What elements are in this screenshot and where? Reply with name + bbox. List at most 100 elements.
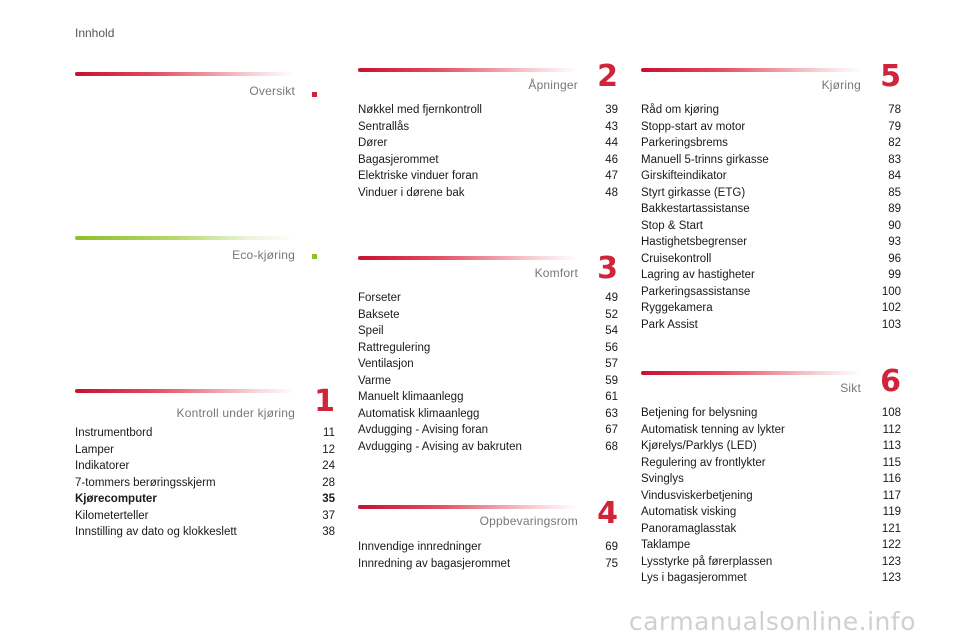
toc-page: 102 xyxy=(881,302,901,314)
toc-label: Cruisekontroll xyxy=(641,252,712,265)
section-title: Komfort xyxy=(534,266,578,280)
section-title: Oversikt xyxy=(249,84,295,98)
toc-entry[interactable]: Kjørelys/Parklys (LED) 113 xyxy=(641,438,901,455)
toc-entry[interactable]: Bagasjerommet 46 xyxy=(358,152,618,169)
toc-entry[interactable]: Lys i bagasjerommet 123 xyxy=(641,570,901,587)
toc-entry[interactable]: Elektriske vinduer foran 47 xyxy=(358,168,618,185)
toc-entry[interactable]: Regulering av frontlykter 115 xyxy=(641,455,901,472)
toc-page: 116 xyxy=(882,473,901,485)
toc-label: Ventilasjon xyxy=(358,358,414,370)
toc-entry[interactable]: Panoramaglasstak 121 xyxy=(641,521,901,538)
section-bar xyxy=(358,505,578,509)
toc-entry[interactable]: Ryggekamera 102 xyxy=(641,300,901,317)
toc-page: 24 xyxy=(322,460,335,472)
toc-label: Forseter xyxy=(358,292,401,304)
toc-entry[interactable]: Innredning av bagasjerommet 75 xyxy=(358,556,618,573)
toc-entry[interactable]: Speil 54 xyxy=(358,323,618,340)
toc-entry[interactable]: Stopp-start av motor 79 xyxy=(641,119,901,136)
toc-entry[interactable]: Park Assist 103 xyxy=(641,317,901,334)
toc-entry[interactable]: Vinduer i dørene bak 48 xyxy=(358,185,618,202)
toc-entry[interactable]: 7-tommers berøringsskjerm 28 xyxy=(75,475,335,492)
toc-entry[interactable]: Dører 44 xyxy=(358,135,618,152)
section-oversikt: Oversikt xyxy=(75,72,335,112)
toc-entry[interactable]: Styrt girkasse (ETG) 85 xyxy=(641,185,901,202)
toc-page: 100 xyxy=(881,285,901,298)
toc-entry[interactable]: Ventilasjon 57 xyxy=(358,356,618,373)
toc-entry[interactable]: Forseter 49 xyxy=(358,290,618,307)
toc-list: Forseter 49 Baksete 52 Speil 54 Rattreguler… xyxy=(358,290,618,455)
toc-entry[interactable]: Avdugging - Avising foran 67 xyxy=(358,422,618,439)
toc-label: Manuell 5-trinns girkasse xyxy=(641,153,769,166)
toc-label: Nøkkel med fjernkontroll xyxy=(358,104,482,116)
toc-entry[interactable]: Cruisekontroll 96 xyxy=(641,251,901,268)
toc-entry[interactable]: Indikatorer 24 xyxy=(75,458,335,475)
section-bar xyxy=(358,256,578,260)
toc-page: 44 xyxy=(605,137,618,149)
toc-entry[interactable]: Kjørecomputer 35 xyxy=(75,491,335,508)
toc-list: Nøkkel med fjernkontroll 39 Sentrallås 43 … xyxy=(358,102,618,201)
toc-entry[interactable]: Stop & Start 90 xyxy=(641,218,901,235)
toc-label: Sentrallås xyxy=(358,120,410,133)
toc-entry[interactable]: Betjening for belysning 108 xyxy=(641,405,901,422)
toc-page: 103 xyxy=(881,318,901,331)
toc-page: 69 xyxy=(605,541,618,553)
toc-entry[interactable]: Vindusviskerbetjening 117 xyxy=(641,488,901,505)
toc-entry[interactable]: Kilometerteller 37 xyxy=(75,508,335,525)
toc-entry[interactable]: Automatisk visking 119 xyxy=(641,504,901,521)
section-title: Åpninger xyxy=(528,78,578,92)
toc-label: Stop & Start xyxy=(641,219,704,232)
toc-entry[interactable]: Taklampe 122 xyxy=(641,537,901,554)
toc-entry[interactable]: Automatisk tenning av lykter 112 xyxy=(641,422,901,439)
section-5: Kjøring 5 Råd om kjøring 78 Stopp-start a… xyxy=(641,62,901,348)
toc-label: Lysstyrke på førerplassen xyxy=(641,555,773,568)
section-title: Oppbevaringsrom xyxy=(479,514,578,528)
toc-entry[interactable]: Nøkkel med fjernkontroll 39 xyxy=(358,102,618,119)
toc-entry[interactable]: Varme 59 xyxy=(358,373,618,390)
toc-label: Innvendige innredninger xyxy=(358,541,482,553)
toc-entry[interactable]: Bakkestartassistanse 89 xyxy=(641,201,901,218)
toc-entry[interactable]: Baksete 52 xyxy=(358,307,618,324)
toc-page: 38 xyxy=(322,526,335,538)
toc-entry[interactable]: Girskifteindikator 84 xyxy=(641,168,901,185)
toc-label: Styrt girkasse (ETG) xyxy=(641,186,746,199)
toc-entry[interactable]: Lysstyrke på førerplassen 123 xyxy=(641,554,901,571)
toc-label: Manuelt klimaanlegg xyxy=(358,391,464,403)
section-marker xyxy=(312,254,317,259)
toc-label: Svinglys xyxy=(641,473,684,485)
toc-entry[interactable]: Manuell 5-trinns girkasse 83 xyxy=(641,152,901,169)
toc-label: Råd om kjøring xyxy=(641,104,719,116)
section-eco: Eco-kjøring xyxy=(75,236,335,276)
section-number: 2 xyxy=(597,59,618,94)
toc-entry[interactable]: Rattregulering 56 xyxy=(358,340,618,357)
toc-entry[interactable]: Råd om kjøring 78 xyxy=(641,102,901,119)
toc-entry[interactable]: Sentrallås 43 xyxy=(358,119,618,136)
section-1: Kontroll under kjøring 1 Instrumentbord 1… xyxy=(75,387,335,549)
section-number: 6 xyxy=(880,364,901,399)
section-title: Sikt xyxy=(840,381,861,395)
toc-label: Dører xyxy=(358,137,388,149)
toc-label: Vinduer i dørene bak xyxy=(358,186,465,199)
toc-entry[interactable]: Parkeringsassistanse 100 xyxy=(641,284,901,301)
toc-entry[interactable]: Avdugging - Avising av bakruten 68 xyxy=(358,439,618,456)
toc-entry[interactable]: Lamper 12 xyxy=(75,442,335,459)
toc-list: Råd om kjøring 78 Stopp-start av motor 79 … xyxy=(641,102,901,333)
toc-entry[interactable]: Hastighetsbegrenser 93 xyxy=(641,234,901,251)
toc-page: 49 xyxy=(605,292,618,304)
toc-label: Lagring av hastigheter xyxy=(641,269,755,281)
toc-entry[interactable]: Automatisk klimaanlegg 63 xyxy=(358,406,618,423)
toc-entry[interactable]: Parkeringsbrems 82 xyxy=(641,135,901,152)
toc-label: Avdugging - Avising foran xyxy=(358,424,488,436)
toc-label: Speil xyxy=(358,325,384,337)
toc-entry[interactable]: Lagring av hastigheter 99 xyxy=(641,267,901,284)
toc-label: Kilometerteller xyxy=(75,509,149,522)
toc-entry[interactable]: Innvendige innredninger 69 xyxy=(358,539,618,556)
toc-page: 56 xyxy=(605,341,618,354)
toc-entry[interactable]: Instrumentbord 11 xyxy=(75,425,335,442)
toc-label: Vindusviskerbetjening xyxy=(641,489,753,502)
toc-entry[interactable]: Svinglys 116 xyxy=(641,471,901,488)
toc-label: Kjørecomputer xyxy=(75,493,157,505)
toc-label: Girskifteindikator xyxy=(641,170,727,182)
toc-entry[interactable]: Innstilling av dato og klokkeslett 38 xyxy=(75,524,335,541)
toc-page: 113 xyxy=(882,440,901,452)
toc-entry[interactable]: Manuelt klimaanlegg 61 xyxy=(358,389,618,406)
